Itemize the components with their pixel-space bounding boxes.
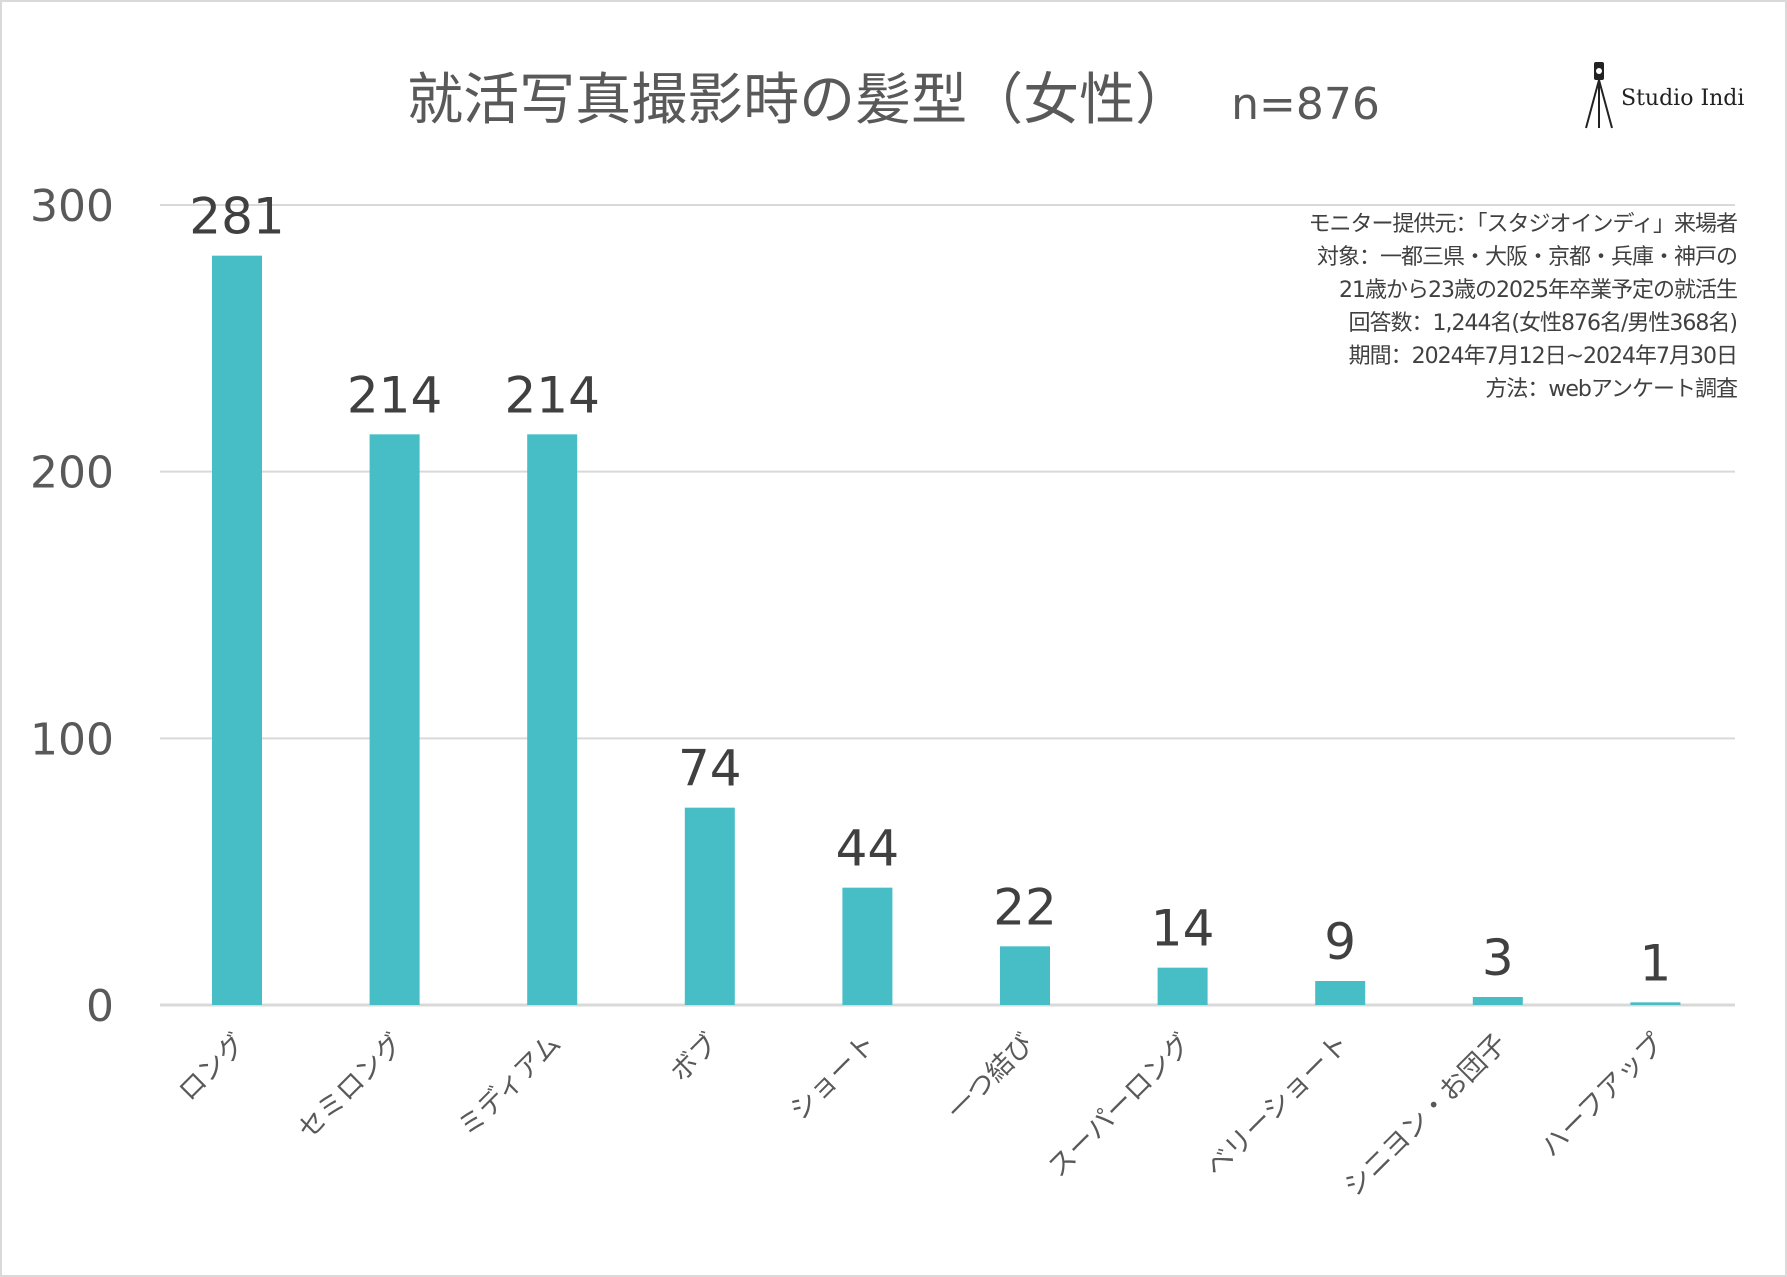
- note-line: モニター提供元：「スタジオインディ」来場者: [1308, 212, 1738, 237]
- bar: [1000, 946, 1050, 1005]
- x-tick-label: 一つ結び: [942, 1028, 1040, 1126]
- note-line: 期間：2024年7月12日~2024年7月30日: [1348, 344, 1738, 369]
- x-tick-label: ボブ: [665, 1028, 725, 1088]
- logo-text: Studio Indi: [1621, 86, 1745, 111]
- bar: [212, 255, 262, 1005]
- bar: [1315, 981, 1366, 1005]
- chart-title: 就活写真撮影時の髪型（女性） n=876: [0, 55, 1787, 136]
- data-label: 3: [1482, 929, 1514, 987]
- bar: [1630, 1002, 1681, 1005]
- note-line: 方法：webアンケート調査: [1485, 377, 1738, 402]
- note-line: 回答数：1,244名(女性876名/男性368名): [1348, 311, 1738, 336]
- data-label: 214: [347, 366, 442, 424]
- x-tick-label: スーパーロング: [1042, 1028, 1197, 1183]
- bar: [1157, 967, 1208, 1005]
- data-label: 44: [836, 820, 900, 878]
- sample-size: n=876: [1231, 79, 1380, 130]
- x-tick-label: ベリーショート: [1200, 1028, 1355, 1183]
- x-tick-label: セミロング: [292, 1028, 409, 1145]
- data-label: 9: [1324, 913, 1356, 971]
- survey-notes: モニター提供元：「スタジオインディ」来場者 対象：一都三県・大阪・京都・兵庫・神…: [1308, 208, 1738, 406]
- data-label: 1: [1639, 934, 1671, 992]
- camera-tripod-icon: [1585, 62, 1613, 129]
- bar: [1472, 997, 1523, 1005]
- data-label: 74: [678, 740, 742, 798]
- bar: [842, 887, 893, 1005]
- data-label: 22: [993, 878, 1057, 936]
- y-tick-label: 0: [86, 981, 114, 1032]
- x-tick-label: ショート: [784, 1028, 882, 1126]
- data-label: 14: [1151, 900, 1215, 958]
- bar: [684, 807, 735, 1005]
- data-label: 281: [189, 188, 284, 246]
- x-tick-label: シニヨン・お団子: [1338, 1028, 1513, 1203]
- note-line: 対象：一都三県・大阪・京都・兵庫・神戸の: [1316, 245, 1738, 270]
- y-tick-label: 100: [30, 714, 114, 765]
- note-line: 21歳から23歳の2025年卒業予定の就活生: [1339, 278, 1738, 303]
- y-tick-label: 300: [30, 181, 114, 232]
- x-tick-label: ミディアム: [452, 1028, 567, 1143]
- x-tick-label: ハーフアップ: [1535, 1028, 1670, 1163]
- bar: [527, 434, 578, 1005]
- x-tick-label: ロング: [173, 1028, 252, 1107]
- title-text: 就活写真撮影時の髪型（女性）: [407, 68, 1192, 133]
- data-label: 214: [504, 366, 599, 424]
- y-tick-label: 200: [30, 448, 114, 499]
- bar: [369, 434, 420, 1005]
